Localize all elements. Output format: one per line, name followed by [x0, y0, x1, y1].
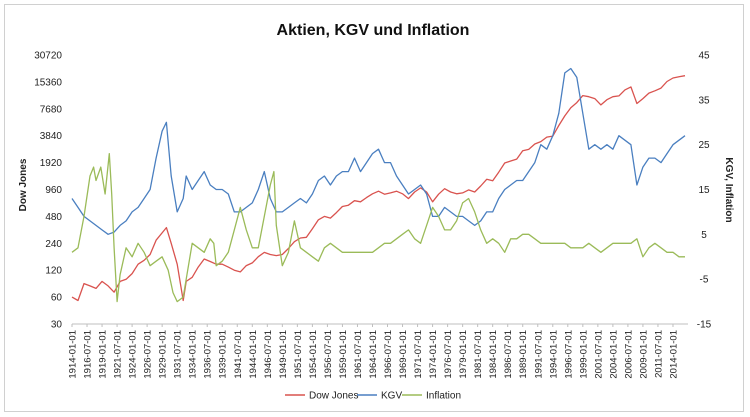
left-axis-ticks: 30 60 120 240 480 960 1920 3840 7680 15360 30720 — [34, 51, 62, 331]
left-tick-label: 240 — [45, 239, 62, 250]
x-tick-label: 1974-01-01 — [428, 330, 439, 379]
right-tick-label: 45 — [698, 51, 710, 62]
x-tick-label: 2004-01-01 — [608, 330, 619, 379]
x-tick-label: 1951-07-01 — [293, 330, 304, 379]
right-tick-label: -15 — [697, 320, 712, 331]
left-tick-label: 3840 — [40, 131, 63, 142]
x-tick-label: 1966-07-01 — [383, 330, 394, 379]
left-axis-title: Dow Jones — [18, 158, 29, 211]
x-tick-label: 2001-07-01 — [593, 330, 604, 379]
left-tick-label: 960 — [45, 185, 62, 196]
left-tick-label: 7680 — [40, 104, 63, 115]
x-tick-label: 1981-07-01 — [473, 330, 484, 379]
x-tick-label: 1954-01-01 — [308, 330, 319, 379]
x-tick-label: 1914-01-01 — [68, 330, 79, 379]
left-tick-label: 480 — [45, 212, 62, 223]
left-tick-label: 30720 — [34, 51, 62, 62]
x-tick-label: 1941-07-01 — [233, 330, 244, 379]
x-tick-label: 1984-01-01 — [488, 330, 499, 379]
x-tick-label: 1939-01-01 — [218, 330, 229, 379]
series-line-kgv — [71, 67, 686, 235]
right-tick-label: 5 — [701, 230, 707, 241]
right-tick-label: -5 — [700, 275, 709, 286]
x-tick-label: 1956-07-01 — [323, 330, 334, 379]
series-layer — [71, 67, 686, 303]
x-tick-label: 1971-07-01 — [413, 330, 424, 379]
left-tick-label: 120 — [45, 266, 62, 277]
x-tick-label: 1991-07-01 — [533, 330, 544, 379]
x-tick-label: 1949-01-01 — [278, 330, 289, 379]
x-tick-label: 2006-07-01 — [623, 330, 634, 379]
x-tick-label: 1944-01-01 — [248, 330, 259, 379]
x-tick-label: 1926-07-01 — [143, 330, 154, 379]
x-tick-label: 1946-07-01 — [263, 330, 274, 379]
legend: Dow Jones KGV Inflation — [285, 391, 461, 402]
right-axis-ticks: -15 -5 5 15 25 35 45 — [697, 51, 712, 331]
right-tick-label: 25 — [698, 140, 710, 151]
series-line-inflation — [71, 152, 685, 303]
x-tick-label: 1916-07-01 — [83, 330, 94, 379]
x-tick-label: 1934-01-01 — [188, 330, 199, 379]
x-tick-label: 1969-01-01 — [398, 330, 409, 379]
right-tick-label: 35 — [698, 95, 710, 106]
x-tick-label: 1986-07-01 — [503, 330, 514, 379]
x-tick-label: 1936-07-01 — [203, 330, 214, 379]
x-tick-label: 1929-01-01 — [158, 330, 169, 379]
left-tick-label: 60 — [51, 293, 63, 304]
x-tick-label: 1989-01-01 — [518, 330, 529, 379]
left-tick-label: 30 — [51, 320, 63, 331]
x-tick-label: 1964-01-01 — [368, 330, 379, 379]
x-tick-label: 1919-01-01 — [98, 330, 109, 379]
x-tick-label: 2011-07-01 — [653, 330, 664, 378]
series-line-dow-jones — [71, 75, 686, 302]
legend-label-inflation: Inflation — [426, 391, 461, 402]
left-tick-label: 15360 — [34, 77, 62, 88]
x-tick-label: 1921-07-01 — [113, 330, 124, 379]
x-tick-label: 1959-01-01 — [338, 330, 349, 379]
right-tick-label: 15 — [698, 185, 710, 196]
x-tick-label: 1961-07-01 — [353, 330, 364, 379]
right-axis-title: KGV, Inflation — [723, 157, 734, 222]
x-tick-label: 1924-01-01 — [128, 330, 139, 379]
chart-frame — [4, 4, 744, 412]
x-tick-label: 1979-01-01 — [458, 330, 469, 379]
chart-title: Aktien, KGV und Inflation — [277, 22, 470, 39]
x-tick-label: 2014-01-01 — [668, 330, 679, 379]
left-tick-label: 1920 — [40, 158, 63, 169]
legend-label-kgv: KGV — [381, 391, 402, 402]
x-axis-ticks: 1914-01-01 1916-07-01 1919-01-01 1921-07-01… — [68, 324, 679, 379]
x-tick-label: 1976-07-01 — [443, 330, 454, 379]
x-tick-label: 1994-01-01 — [548, 330, 559, 379]
x-tick-label: 2009-01-01 — [638, 330, 649, 379]
x-tick-label: 1931-07-01 — [173, 330, 184, 379]
x-tick-label: 1999-01-01 — [578, 330, 589, 379]
x-tick-label: 1996-07-01 — [563, 330, 574, 379]
legend-label-dow-jones: Dow Jones — [309, 391, 358, 402]
